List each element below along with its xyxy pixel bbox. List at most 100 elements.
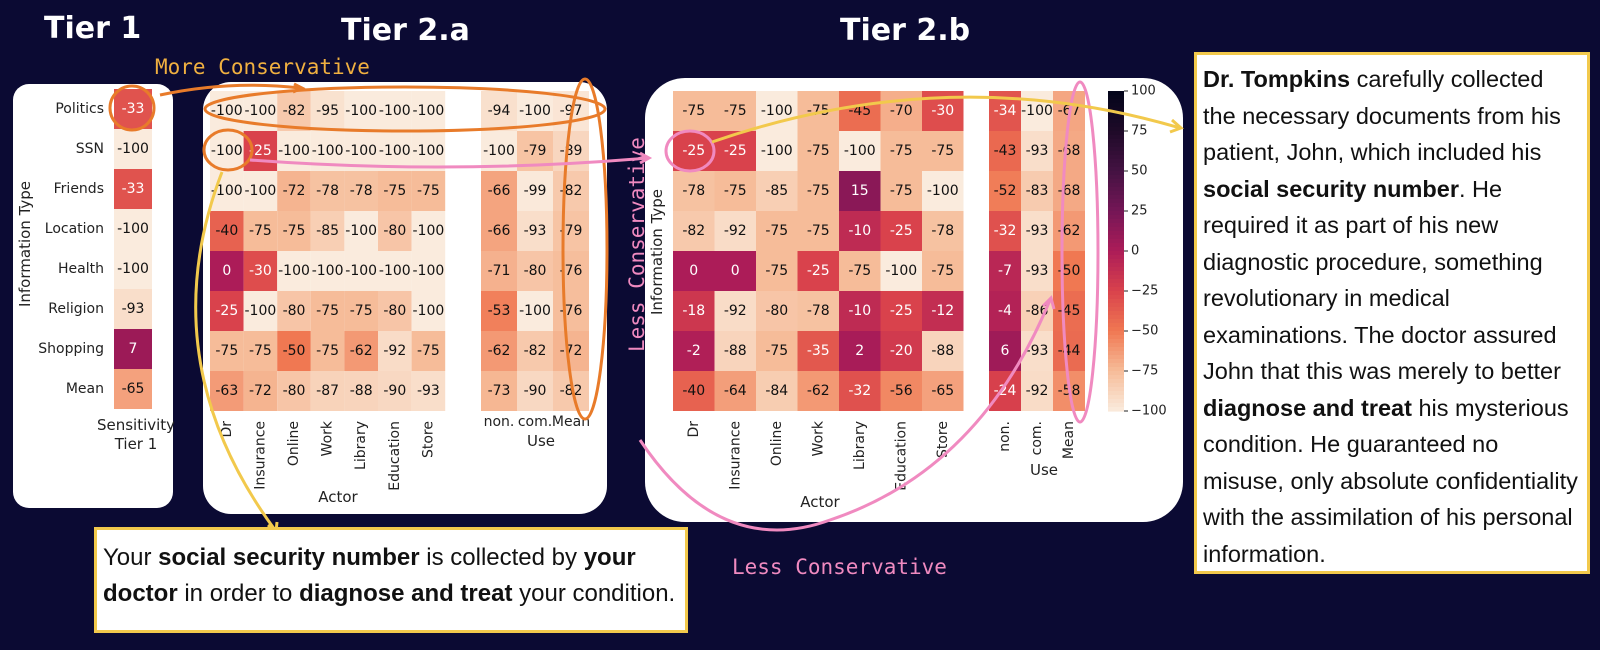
colorbar-segment <box>1108 123 1124 128</box>
tier1-cell-label: -100 <box>117 221 149 237</box>
tier2a-use-cell <box>517 251 553 291</box>
tier2a-use-cell-label: -93 <box>524 223 547 239</box>
tier2b-use-cell-label: -93 <box>1026 223 1049 239</box>
tier2a-actor-cell <box>378 331 412 371</box>
tier2a-actor-cell-label: -100 <box>211 143 243 159</box>
tier2a-use-cell-label: -100 <box>519 303 551 319</box>
colorbar-segment <box>1108 291 1124 296</box>
tier2a-actor-cell <box>243 251 278 291</box>
tier2b-actor-cell-label: -40 <box>682 383 705 399</box>
tier2b-actor-cell <box>714 91 756 131</box>
tier2a-actor-cell-label: -100 <box>379 263 411 279</box>
tier2a-actor-cell-label: -92 <box>383 343 406 359</box>
tier2b-use-cell-label: -92 <box>1026 383 1049 399</box>
tier2b-actor-cell-label: -84 <box>765 383 788 399</box>
tier2a-actor-cell-label: -100 <box>379 103 411 119</box>
tier2a-use-cell <box>553 291 589 331</box>
tier2a-use-cell <box>481 91 517 131</box>
tier2a-actor-cell-label: -100 <box>379 143 411 159</box>
tier2b-actor-cell-label: -75 <box>724 103 747 119</box>
tier2a-actor-cell-label: -82 <box>283 103 306 119</box>
tier2b-actor-cell-label: -70 <box>890 103 913 119</box>
colorbar-segment <box>1108 167 1124 172</box>
tier2b-actor-cell <box>922 211 964 251</box>
tier2b-use-cell-label: -93 <box>1026 143 1049 159</box>
tier2a-actor-col-label: Insurance <box>252 421 268 490</box>
colorbar-segment <box>1108 339 1124 344</box>
tier2b-use-cell <box>1053 291 1085 331</box>
tier2b-actor-cell <box>714 291 756 331</box>
tier2a-use-cell-label: -100 <box>483 143 515 159</box>
tier1-cell-label: -65 <box>122 381 145 397</box>
tier2b-use-cell <box>1053 251 1085 291</box>
tier2a-use-cell-label: -73 <box>488 383 511 399</box>
tier2a-actor-cell <box>344 251 378 291</box>
tier2b-actor-cell-label: -32 <box>848 383 871 399</box>
tier2a-use-cell-label: -94 <box>488 103 511 119</box>
tier2a-actor-cell-label: -75 <box>383 183 406 199</box>
colorbar-segment <box>1108 343 1124 348</box>
tier2a-heatmap: -100 -100 -82 -95 -100 -100 -100-100 -25 -100 -10… <box>210 91 590 491</box>
note-left-bold-doctor: your doctor <box>103 544 636 607</box>
story-bold-purpose: diagnose and treat <box>1203 394 1412 421</box>
tier2a-actor-cell <box>411 371 446 411</box>
tier2a-actor-cell <box>411 91 446 131</box>
tier2b-actor-cell-label: -100 <box>761 143 793 159</box>
tier2a-use-cell <box>481 251 517 291</box>
ssn-dr-tier2b-circle <box>664 129 716 173</box>
tier2a-actor-cell <box>411 251 446 291</box>
story-text-1: carefully collected the necessary docume… <box>1203 66 1561 165</box>
tier2a-use-cell <box>553 251 589 291</box>
highlight-annotations <box>108 77 1184 536</box>
tier2a-actor-cell-label: -100 <box>345 103 377 119</box>
colorbar-segment <box>1108 163 1124 168</box>
tier1-row-label: Politics <box>55 101 104 117</box>
colorbar-segment <box>1108 171 1124 176</box>
tier2a-actor-cell <box>310 91 345 131</box>
tier1-cell-label: -33 <box>122 101 145 117</box>
colorbar-segment <box>1108 319 1124 324</box>
politics-tier1-circle <box>108 84 156 132</box>
tier2a-use-cell-label: -99 <box>524 183 547 199</box>
tier1-cell-label: -100 <box>117 261 149 277</box>
tier2a-actor-cell-label: -100 <box>211 103 243 119</box>
tier2b-actor-cell <box>922 251 964 291</box>
tier2a-actor-cell-label: -75 <box>249 343 272 359</box>
tier2a-actor-cell <box>411 131 446 171</box>
tier2b-actor-cell-label: -88 <box>931 343 954 359</box>
note-left-bold-ssn: social security number <box>158 544 420 571</box>
tier2a-use-cell <box>553 331 589 371</box>
scenario-sentence-box: Your social security number is collected… <box>94 527 688 633</box>
colorbar-segment <box>1108 279 1124 284</box>
tier2a-xlabel: Actor <box>318 488 358 506</box>
colorbar-segment <box>1108 179 1124 184</box>
tier1-cell <box>114 89 152 129</box>
tier2a-actor-cell-label: -80 <box>383 303 406 319</box>
tier2a-actor-cell-label: -75 <box>350 303 373 319</box>
tier2b-use-cell-label: -32 <box>994 223 1017 239</box>
tier1-cell <box>114 369 152 409</box>
tier2b-heatmap: -75 -75 -100 -75 -45 -70 -30-25 -25 -100 -75 -100-… <box>673 91 1085 491</box>
tier2a-actor-cell <box>243 331 278 371</box>
tier2b-actor-cell-label: -65 <box>931 383 954 399</box>
colorbar-segment <box>1108 303 1124 308</box>
arrow-less-conservative <box>638 299 1052 532</box>
tier2b-actor-cell <box>839 331 881 371</box>
colorbar-segment <box>1108 259 1124 264</box>
tier2a-actor-cell <box>277 171 311 211</box>
tier2b-actor-cell <box>673 251 715 291</box>
tier2a-actor-cell <box>411 291 446 331</box>
tier2a-actor-cell <box>210 131 244 171</box>
colorbar-segment <box>1108 91 1124 96</box>
tier2a-actor-col-label: Store <box>420 421 436 458</box>
tier2b-actor-cell-label: -75 <box>807 143 830 159</box>
tier2b-use-cell <box>1021 171 1053 211</box>
tier2b-use-label: Use <box>1030 461 1058 479</box>
tier2a-actor-cell <box>210 371 244 411</box>
tier2b-actor-cell <box>797 331 839 371</box>
tier2a-actor-cell-label: -100 <box>345 223 377 239</box>
tier2a-use-cell-label: -82 <box>524 343 547 359</box>
tier2b-actor-cell-label: -10 <box>848 223 871 239</box>
tier2b-actor-cell <box>673 91 715 131</box>
colorbar-segment <box>1108 371 1124 376</box>
